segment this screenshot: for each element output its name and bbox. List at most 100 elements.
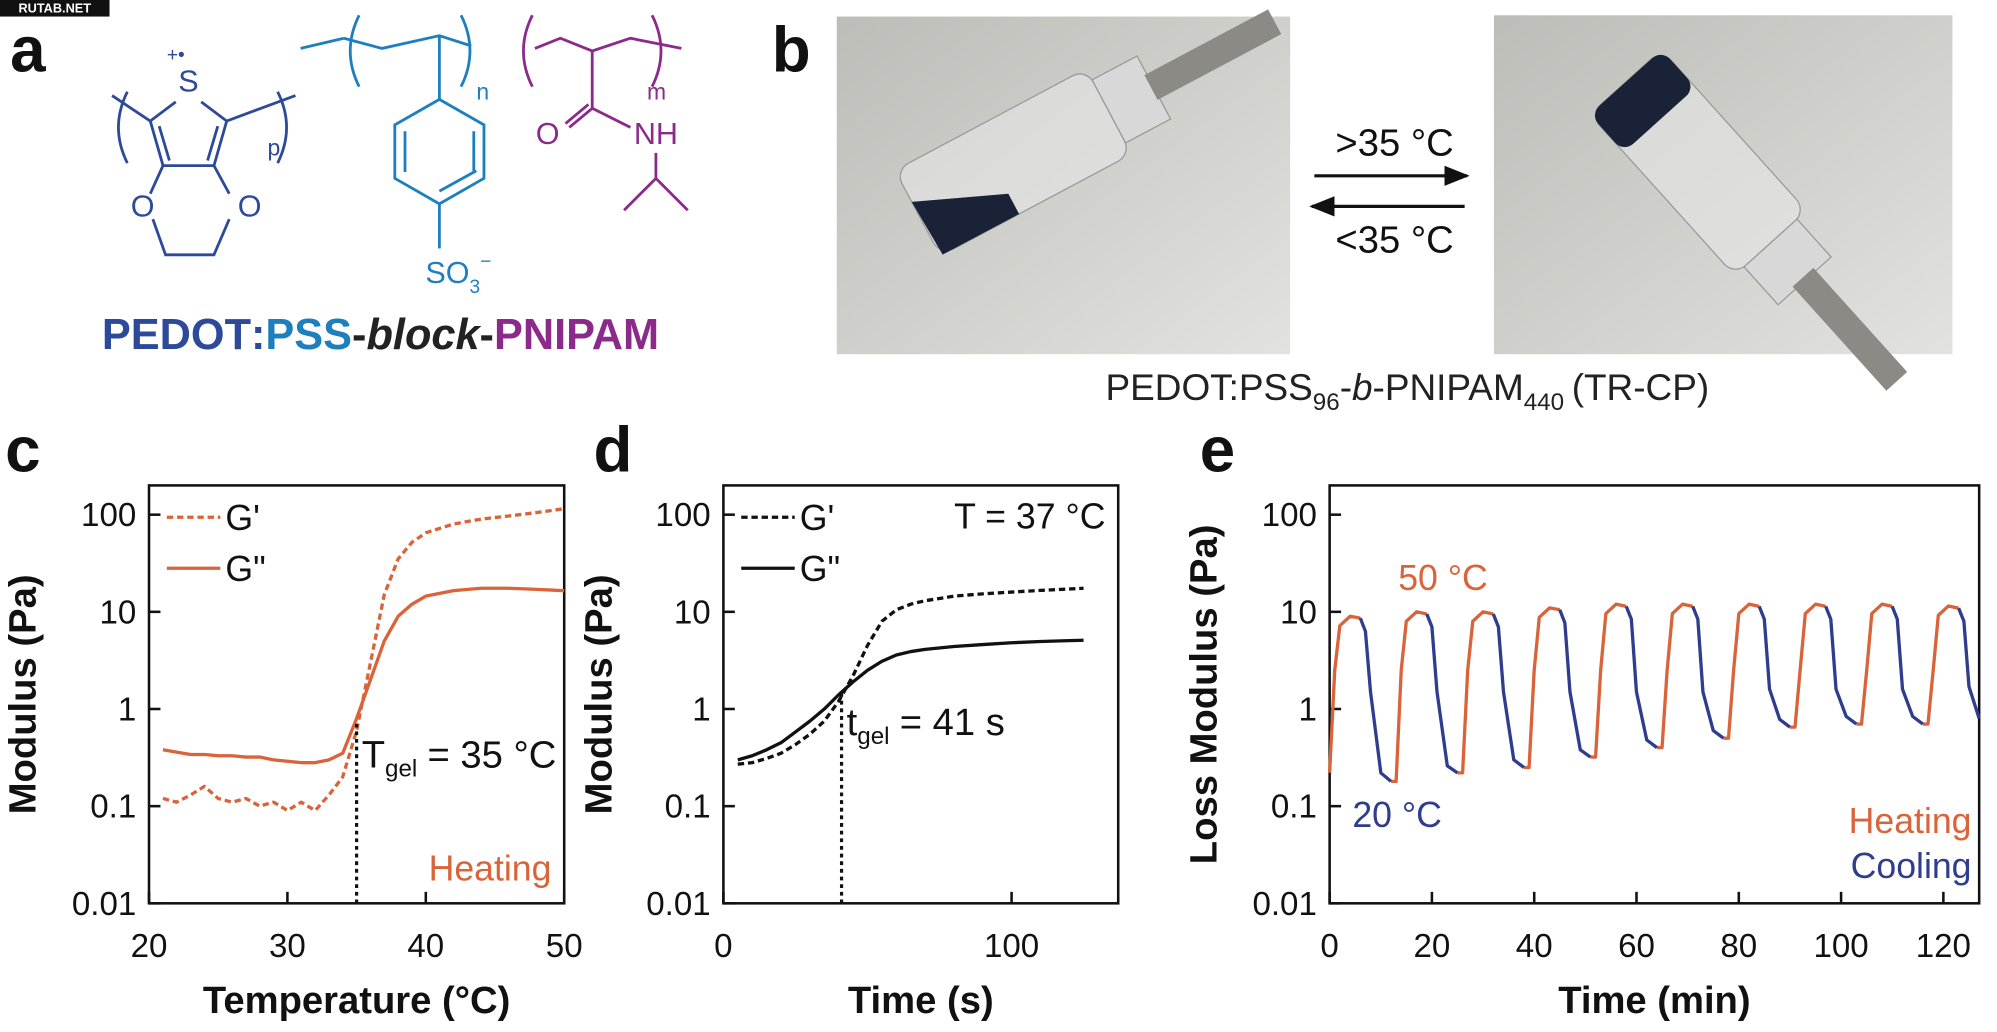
note: T = 37 °C	[954, 497, 1105, 537]
gel-label-main: t	[847, 701, 858, 744]
atom: SO	[425, 256, 469, 290]
y-axis-label: Loss Modulus (Pa)	[1182, 525, 1225, 865]
subscript: m	[647, 78, 666, 104]
x-tick-label: 40	[1516, 928, 1553, 965]
y-axis-label: Modulus (Pa)	[2, 574, 45, 814]
x-tick-label: 0	[1320, 928, 1338, 965]
caption-sub: 440	[1524, 389, 1564, 416]
y-tick-label: 0.1	[90, 789, 136, 826]
series-line	[1327, 602, 1960, 784]
x-tick-label: 100	[1813, 928, 1868, 965]
legend-label: G'	[800, 498, 835, 538]
plot-frame	[722, 484, 1120, 905]
watermark: RUTAB.NET	[18, 1, 91, 16]
transition-label: <35 °C	[1335, 218, 1453, 261]
name-part: block	[366, 311, 481, 359]
x-tick-label: 30	[269, 928, 306, 965]
y-tick-label: 1	[692, 691, 710, 728]
gel-label-tail: = 41 s	[900, 701, 1005, 744]
atom: O	[238, 190, 262, 224]
plot-frame	[1328, 484, 1981, 905]
panel-label: a	[10, 14, 46, 85]
structure	[111, 14, 689, 257]
chart: d 0.01 0.1 1 10 100 0 100 Time (s) Modulus (Pa) G'…	[577, 414, 1120, 1022]
note: Heating	[429, 848, 552, 888]
caption-part: b	[1352, 367, 1373, 408]
x-tick-label: 120	[1916, 928, 1971, 965]
vial	[899, 9, 1282, 255]
gel-label-tail: = 35 °C	[428, 733, 557, 776]
legend-label: G"	[225, 549, 265, 589]
x-tick-label: 40	[407, 928, 444, 965]
x-tick-label: 60	[1618, 928, 1655, 965]
subscript: p	[267, 134, 280, 160]
name-part: -	[480, 311, 494, 359]
caption-part: (TR-CP)	[1572, 367, 1709, 408]
x-axis-label: Temperature (°C)	[203, 979, 510, 1022]
x-tick-label: 0	[714, 928, 732, 965]
x-axis-label: Time (s)	[848, 979, 994, 1022]
x-tick-label: 20	[1414, 928, 1451, 965]
subscript: 3	[470, 277, 481, 298]
x-tick-label: 80	[1720, 928, 1757, 965]
name-part: :	[251, 311, 265, 359]
transition-label: >35 °C	[1335, 121, 1453, 164]
x-tick-label: 50	[546, 928, 583, 965]
series-line	[162, 586, 565, 765]
atom: O	[131, 190, 155, 224]
legend-label: Heating	[1849, 801, 1972, 841]
caption-part: -	[1340, 367, 1352, 408]
vial	[1594, 54, 1908, 391]
atom: NH	[634, 117, 678, 151]
name-part: PEDOT	[102, 311, 251, 359]
y-tick-label: 10	[674, 594, 711, 631]
panel-label: c	[5, 414, 40, 485]
y-tick-label: 0.01	[646, 886, 710, 923]
atom: S	[178, 65, 198, 99]
caption-part: -PNIPAM	[1373, 367, 1524, 408]
chart: c 0.01 0.1 1 10 100 20 30 40 50 Temperature (°C) Mo…	[2, 414, 583, 1021]
gel-label-sub: gel	[857, 723, 889, 750]
y-tick-label: 100	[1262, 497, 1317, 534]
gel-label-sub: gel	[385, 755, 417, 782]
annotation: 50 °C	[1398, 558, 1488, 598]
series-line	[737, 638, 1084, 762]
gel-label-main: T	[362, 733, 385, 776]
y-tick-label: 0.1	[665, 789, 711, 826]
gel-label: Tgel = 35 °C	[362, 733, 557, 782]
legend-label: Cooling	[1851, 846, 1972, 886]
x-tick-label: 20	[131, 928, 168, 965]
name-part: -	[352, 311, 366, 359]
watermark-bg	[0, 0, 110, 17]
y-axis-label: Modulus (Pa)	[577, 574, 620, 814]
y-tick-label: 0.01	[72, 886, 136, 923]
legend-label: G"	[800, 549, 840, 589]
y-tick-label: 100	[655, 497, 710, 534]
polymer-name: PEDOT:PSS-block-PNIPAM	[102, 311, 659, 359]
atom: SO3 −	[425, 252, 491, 298]
atom: O	[536, 117, 560, 151]
atom: +•	[167, 45, 185, 66]
panel-label: b	[772, 14, 811, 85]
y-tick-label: 10	[1280, 594, 1317, 631]
superscript: −	[480, 252, 491, 273]
name-part: PSS	[265, 311, 352, 359]
panel-label: e	[1200, 414, 1235, 485]
y-tick-label: 1	[1298, 691, 1316, 728]
name-part: PNIPAM	[494, 311, 659, 359]
legend-label: G'	[225, 498, 260, 538]
y-tick-label: 10	[99, 594, 136, 631]
y-tick-label: 0.01	[1252, 886, 1316, 923]
x-tick-label: 100	[984, 928, 1039, 965]
subscript: n	[476, 78, 489, 104]
annotation: 20 °C	[1352, 795, 1442, 835]
y-tick-label: 100	[81, 497, 136, 534]
gel-label: tgel = 41 s	[847, 701, 1005, 750]
x-axis-label: Time (min)	[1558, 979, 1750, 1022]
caption-part: PEDOT:PSS	[1106, 367, 1313, 408]
caption: PEDOT:PSS96-b-PNIPAM440 (TR-CP)	[1106, 367, 1710, 416]
series-line	[1358, 605, 1981, 783]
caption-sub: 96	[1313, 389, 1340, 416]
